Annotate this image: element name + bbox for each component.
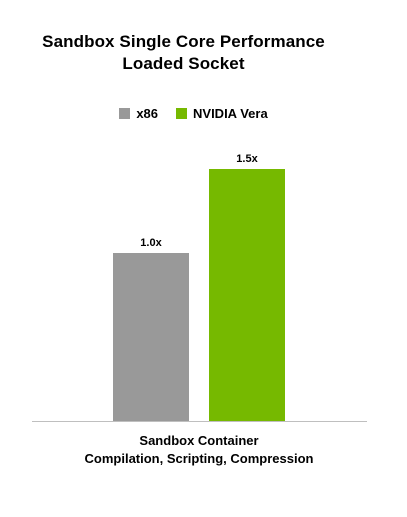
x-category-sublabel: Compilation, Scripting, Compression: [84, 451, 314, 466]
legend-item-x86: x86: [119, 106, 158, 121]
data-label-x86: 1.0x: [140, 237, 162, 249]
bar-x86: [113, 253, 189, 421]
chart-subtitle: Loaded Socket: [122, 54, 245, 73]
legend-item-nvidia-vera: NVIDIA Vera: [176, 106, 268, 121]
legend-swatch-x86: [119, 108, 131, 119]
chart-title-block: Sandbox Single Core Performance Loaded S…: [0, 31, 367, 75]
legend-label-nvidia-vera: NVIDIA Vera: [193, 106, 268, 121]
bar-nvidia-vera: [209, 169, 285, 421]
x-axis-label-block: Sandbox Container Compilation, Scripting…: [0, 432, 398, 468]
chart-legend: x86 NVIDIA Vera: [0, 106, 387, 121]
legend-swatch-nvidia-vera: [176, 108, 188, 119]
chart-title: Sandbox Single Core Performance: [42, 32, 325, 51]
x-category-label: Sandbox Container: [139, 433, 259, 448]
data-label-nvidia-vera: 1.5x: [236, 153, 258, 165]
legend-label-x86: x86: [136, 106, 159, 121]
